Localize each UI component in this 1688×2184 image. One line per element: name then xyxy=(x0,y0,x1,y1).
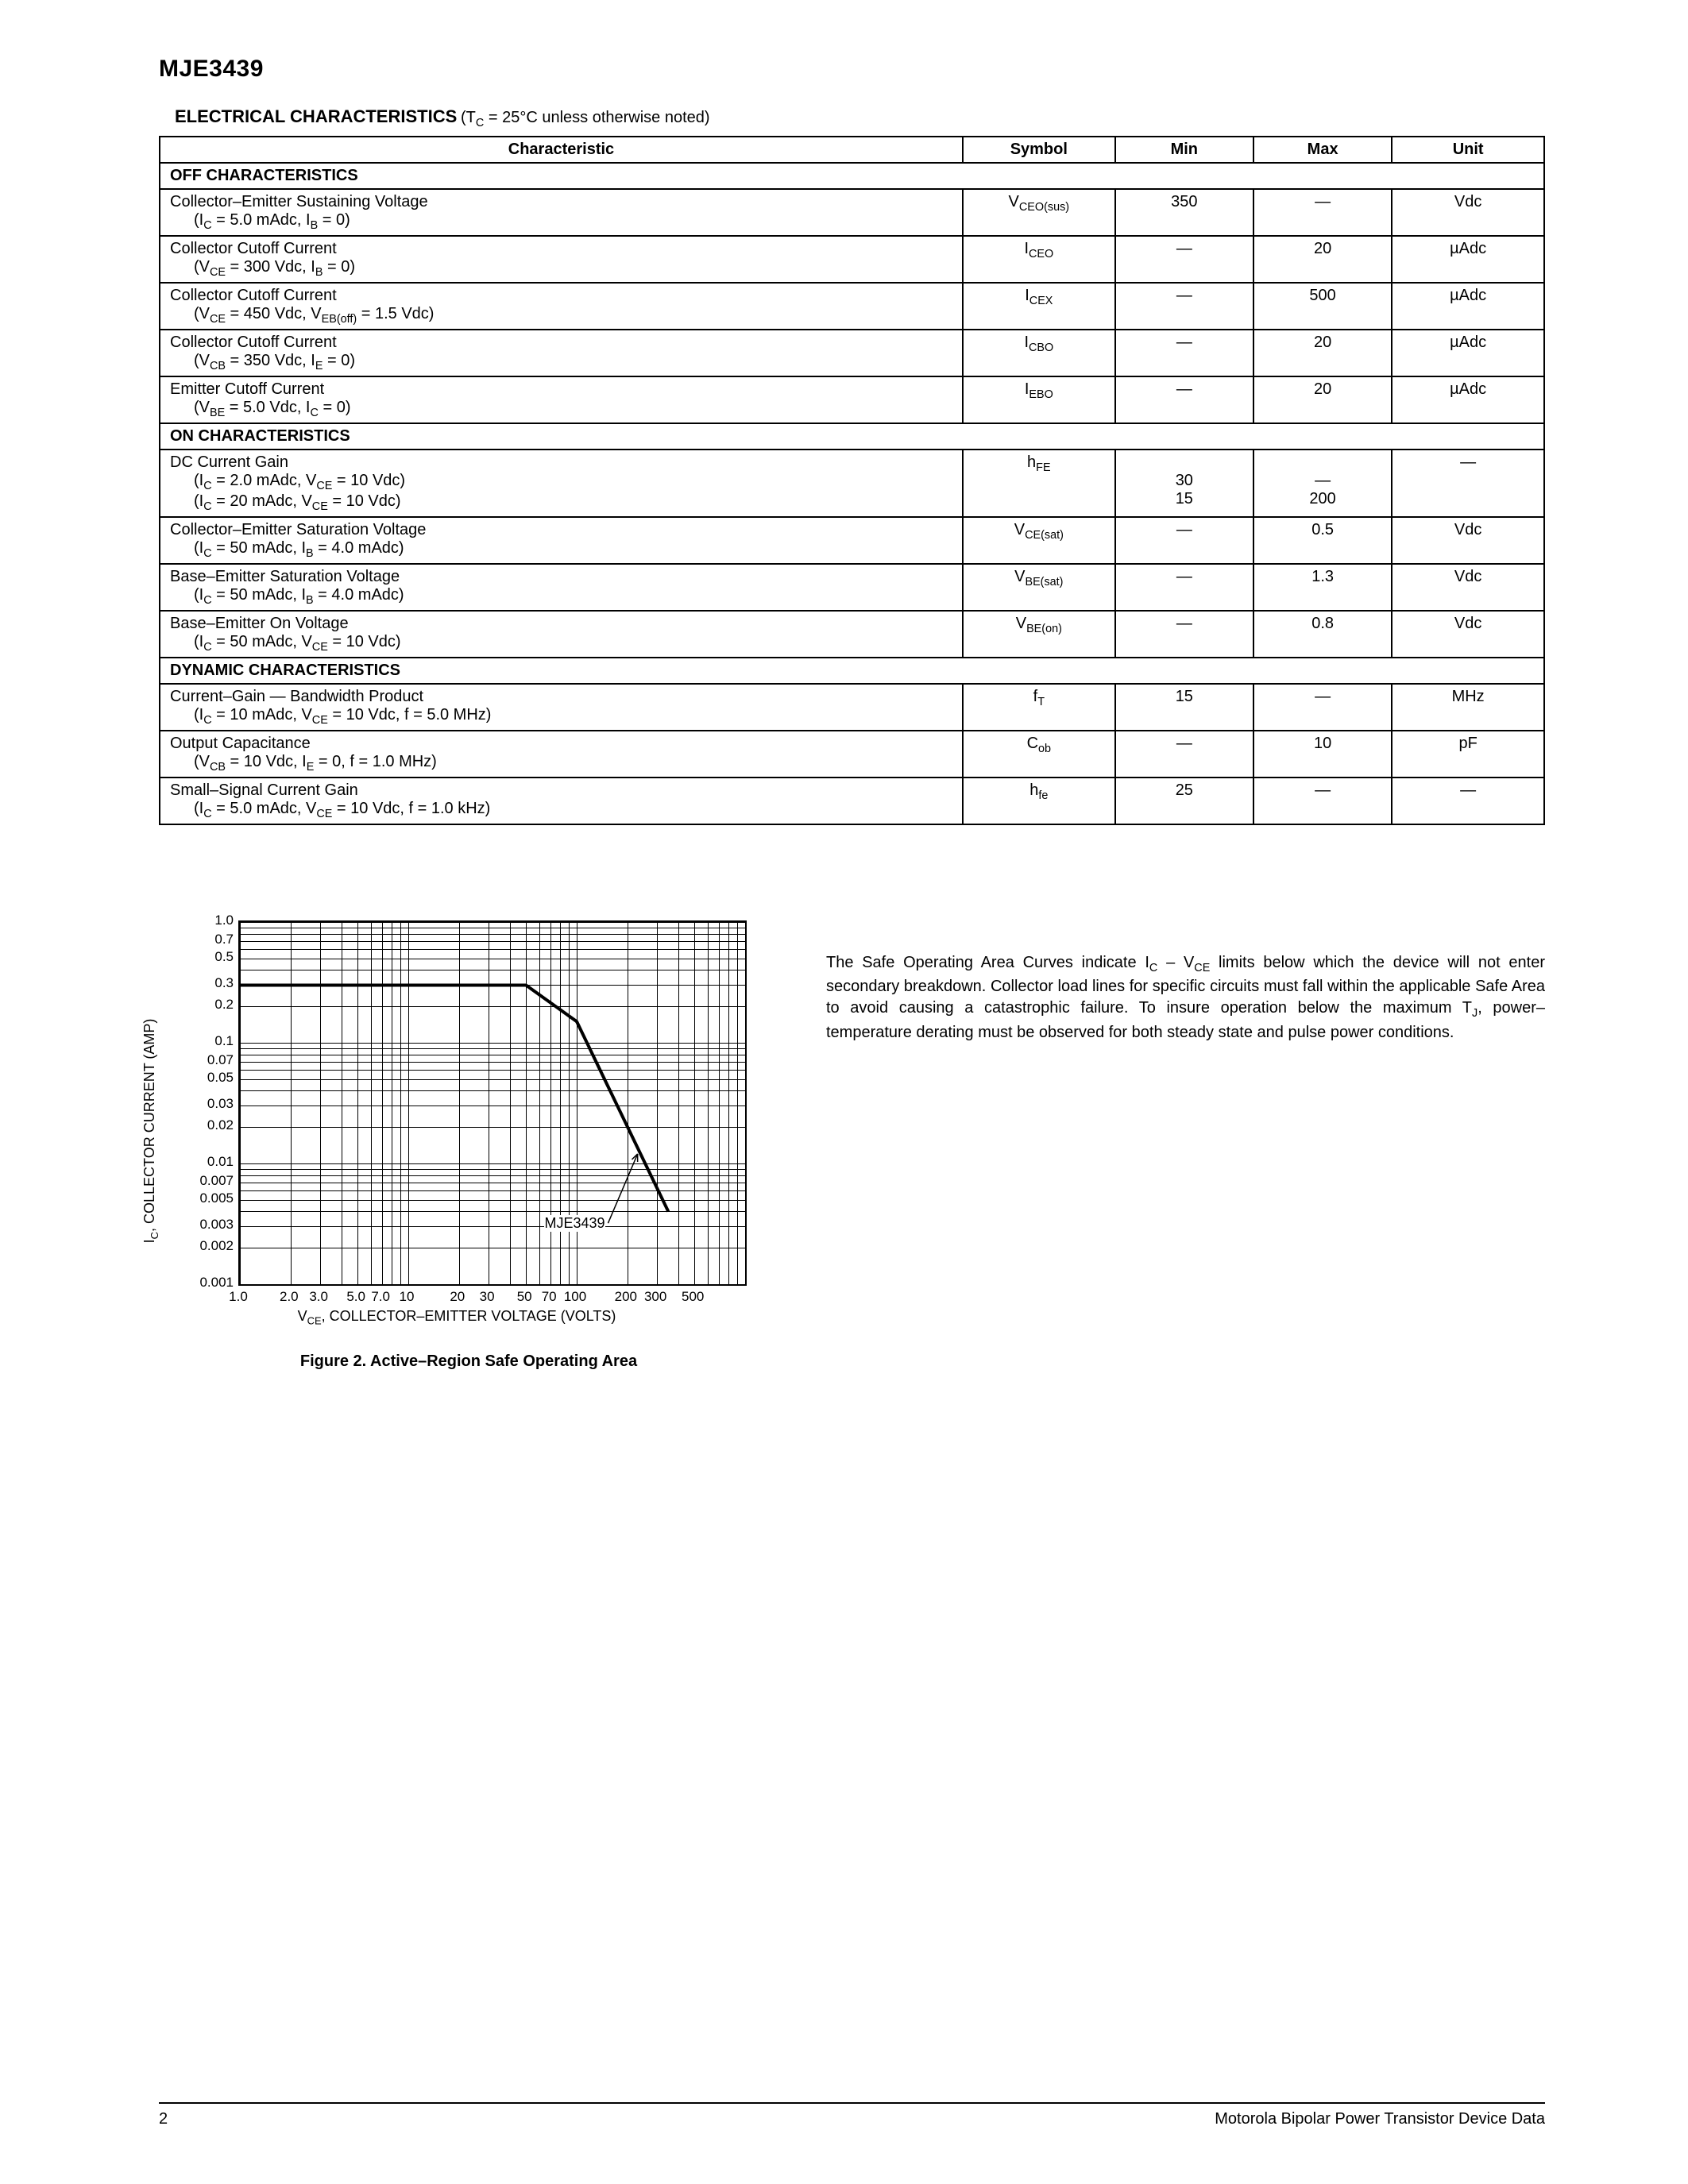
table-row: Collector–Emitter Sustaining Voltage(IC … xyxy=(160,189,1544,236)
table-row: Collector Cutoff Current(VCB = 350 Vdc, … xyxy=(160,330,1544,376)
characteristics-table: Characteristic Symbol Min Max Unit OFF C… xyxy=(159,136,1545,825)
page-footer: 2 Motorola Bipolar Power Transistor Devi… xyxy=(159,2102,1545,2128)
y-tick-label: 0.02 xyxy=(186,1117,234,1133)
col-max: Max xyxy=(1253,137,1392,163)
x-tick-label: 100 xyxy=(564,1289,586,1305)
table-row: Collector Cutoff Current(VCE = 450 Vdc, … xyxy=(160,283,1544,330)
y-tick-label: 0.07 xyxy=(186,1052,234,1068)
table-row: Output Capacitance(VCB = 10 Vdc, IE = 0,… xyxy=(160,731,1544,778)
x-tick-label: 3.0 xyxy=(309,1289,328,1305)
y-tick-label: 0.005 xyxy=(186,1190,234,1206)
y-tick-label: 0.03 xyxy=(186,1096,234,1112)
y-tick-label: 0.001 xyxy=(186,1275,234,1291)
soa-chart: IC, COLLECTOR CURRENT (AMP) VCE, COLLECT… xyxy=(159,920,755,1341)
x-tick-label: 7.0 xyxy=(371,1289,390,1305)
y-tick-label: 0.2 xyxy=(186,997,234,1013)
table-row: Collector–Emitter Saturation Voltage(IC … xyxy=(160,517,1544,564)
table-row: DC Current Gain(IC = 2.0 mAdc, VCE = 10 … xyxy=(160,450,1544,517)
y-tick-label: 0.003 xyxy=(186,1217,234,1233)
y-tick-label: 0.002 xyxy=(186,1238,234,1254)
page-number: 2 xyxy=(159,2110,168,2128)
col-unit: Unit xyxy=(1392,137,1544,163)
footer-title: Motorola Bipolar Power Transistor Device… xyxy=(1215,2110,1545,2128)
table-row: Emitter Cutoff Current(VBE = 5.0 Vdc, IC… xyxy=(160,376,1544,423)
y-tick-label: 0.3 xyxy=(186,975,234,991)
x-tick-label: 1.0 xyxy=(229,1289,248,1305)
x-tick-label: 2.0 xyxy=(280,1289,299,1305)
x-tick-label: 300 xyxy=(644,1289,666,1305)
table-header-line: ELECTRICAL CHARACTERISTICS (TC = 25°C un… xyxy=(175,106,1545,129)
y-tick-label: 0.7 xyxy=(186,932,234,947)
part-number: MJE3439 xyxy=(159,56,1545,83)
y-tick-label: 0.01 xyxy=(186,1154,234,1170)
table-section-heading: ON CHARACTERISTICS xyxy=(160,423,1544,450)
section-title: ELECTRICAL CHARACTERISTICS xyxy=(175,106,457,126)
x-tick-label: 20 xyxy=(450,1289,465,1305)
x-tick-label: 200 xyxy=(615,1289,637,1305)
table-section-heading: OFF CHARACTERISTICS xyxy=(160,163,1544,189)
col-characteristic: Characteristic xyxy=(160,137,963,163)
table-row: Collector Cutoff Current(VCE = 300 Vdc, … xyxy=(160,236,1544,283)
x-tick-label: 10 xyxy=(400,1289,415,1305)
chart-series-label: MJE3439 xyxy=(544,1215,605,1232)
col-symbol: Symbol xyxy=(963,137,1115,163)
y-tick-label: 0.5 xyxy=(186,949,234,965)
y-tick-label: 1.0 xyxy=(186,913,234,928)
x-tick-label: 70 xyxy=(542,1289,557,1305)
x-tick-label: 50 xyxy=(517,1289,532,1305)
y-tick-label: 0.1 xyxy=(186,1033,234,1049)
y-tick-label: 0.007 xyxy=(186,1173,234,1189)
section-condition: (TC = 25°C unless otherwise noted) xyxy=(461,109,710,126)
table-row: Small–Signal Current Gain(IC = 5.0 mAdc,… xyxy=(160,778,1544,824)
table-row: Base–Emitter On Voltage(IC = 50 mAdc, VC… xyxy=(160,611,1544,658)
x-tick-label: 5.0 xyxy=(346,1289,365,1305)
description-text: The Safe Operating Area Curves indicate … xyxy=(826,952,1545,1044)
table-section-heading: DYNAMIC CHARACTERISTICS xyxy=(160,658,1544,684)
col-min: Min xyxy=(1115,137,1253,163)
y-tick-label: 0.05 xyxy=(186,1070,234,1086)
table-row: Current–Gain — Bandwidth Product(IC = 10… xyxy=(160,684,1544,731)
x-axis-title: VCE, COLLECTOR–EMITTER VOLTAGE (VOLTS) xyxy=(298,1308,616,1327)
y-axis-title: IC, COLLECTOR CURRENT (AMP) xyxy=(141,1019,160,1244)
table-row: Base–Emitter Saturation Voltage(IC = 50 … xyxy=(160,564,1544,611)
figure-caption: Figure 2. Active–Region Safe Operating A… xyxy=(159,1352,778,1371)
x-tick-label: 500 xyxy=(682,1289,704,1305)
x-tick-label: 30 xyxy=(480,1289,495,1305)
